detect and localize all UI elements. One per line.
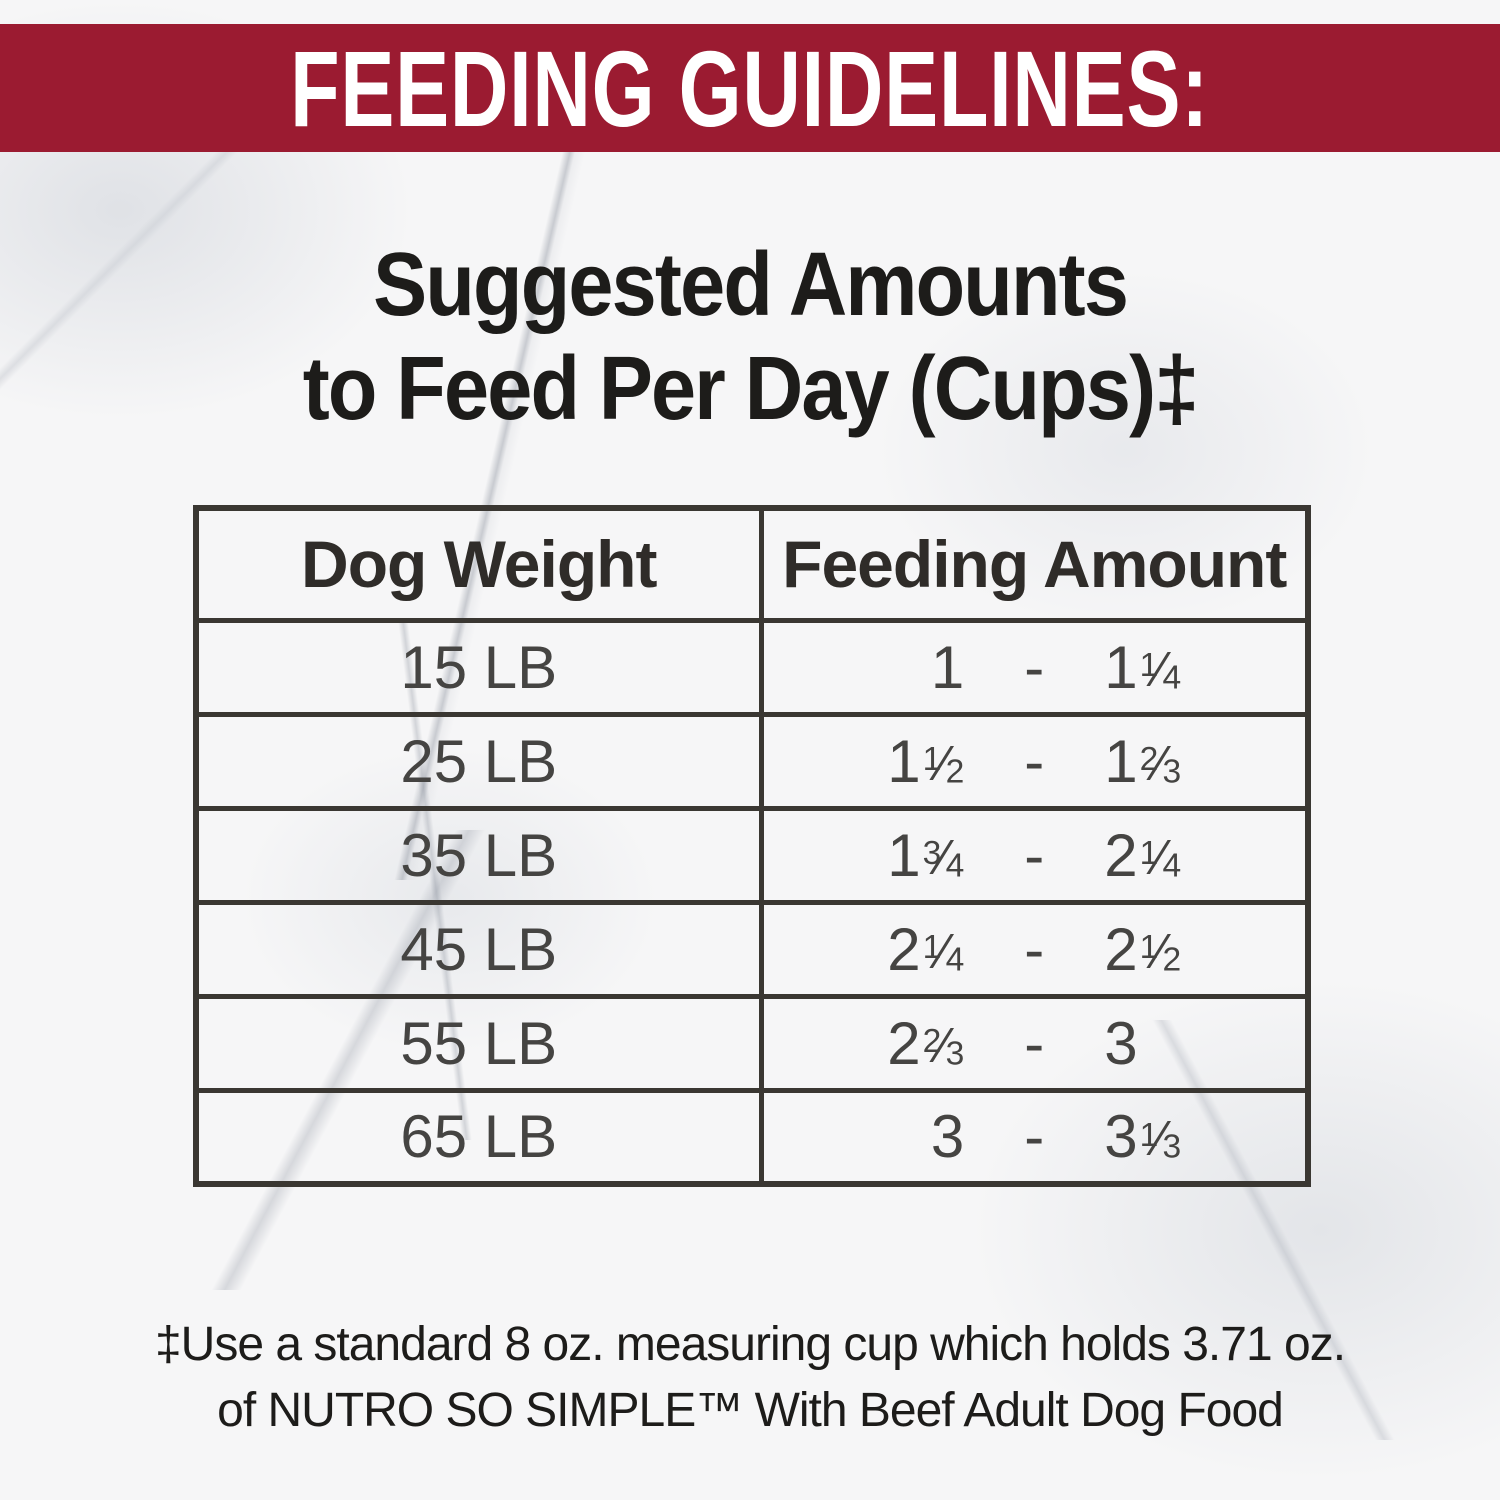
fraction: 1⁄4 (1139, 829, 1182, 885)
range-separator: - (1024, 915, 1045, 983)
table-row: 45 LB 21⁄4-21⁄2 (193, 899, 1311, 999)
feeding-amount-cell: 21⁄4-21⁄2 (758, 899, 1311, 999)
feeding-amount-cell: 22⁄3-3 (758, 993, 1311, 1093)
feeding-amount-cell: 1-11⁄4 (758, 617, 1311, 717)
amount-max: 21⁄4 (1104, 821, 1182, 889)
fraction: 2⁄3 (1139, 735, 1182, 791)
amount-max: 11⁄4 (1104, 633, 1182, 701)
banner-title: FEEDING GUIDELINES: (290, 27, 1210, 149)
title-line-1: Suggested Amounts (373, 235, 1129, 335)
amount-max: 31⁄3 (1104, 1103, 1182, 1171)
dog-weight-cell: 25 LB (193, 711, 764, 811)
table-row: 15 LB 1-11⁄4 (193, 617, 1311, 717)
fraction: 1⁄2 (1139, 923, 1182, 979)
footnote-line-1: ‡Use a standard 8 oz. measuring cup whic… (154, 1318, 1346, 1371)
amount-max: 21⁄2 (1104, 915, 1182, 983)
amount-min: 22⁄3 (887, 1009, 965, 1077)
column-header-feeding-amount: Feeding Amount (758, 505, 1311, 623)
column-header-dog-weight: Dog Weight (193, 505, 764, 623)
table-row: 25 LB 11⁄2-12⁄3 (193, 711, 1311, 811)
fraction: 1⁄4 (1139, 641, 1182, 697)
dog-weight-cell: 15 LB (193, 617, 764, 717)
fraction: 1⁄4 (922, 923, 965, 979)
feeding-amount-cell: 13⁄4-21⁄4 (758, 805, 1311, 905)
fraction: 2⁄3 (922, 1017, 965, 1073)
feeding-amount-cell: 11⁄2-12⁄3 (758, 711, 1311, 811)
header-banner: FEEDING GUIDELINES: (0, 24, 1500, 152)
footnote-line-2: of NUTRO SO SIMPLE™ With Beef Adult Dog … (217, 1384, 1284, 1437)
range-separator: - (1024, 1103, 1045, 1171)
feeding-table: Dog Weight Feeding Amount 15 LB 1-11⁄4 25 … (193, 505, 1311, 1187)
feeding-amount-cell: 3-31⁄3 (758, 1087, 1311, 1187)
amount-min: 1 (930, 633, 965, 701)
fraction: 3⁄4 (922, 829, 965, 885)
amount-max: 3 (1104, 1009, 1138, 1077)
fraction: 1⁄2 (922, 735, 965, 791)
dog-weight-cell: 65 LB (193, 1087, 764, 1187)
range-separator: - (1024, 633, 1045, 701)
amount-min: 21⁄4 (887, 915, 965, 983)
page-title: Suggested Amounts to Feed Per Day (Cups)… (0, 233, 1500, 441)
amount-max: 12⁄3 (1104, 727, 1182, 795)
title-line-2: to Feed Per Day (Cups)‡ (302, 339, 1200, 439)
amount-min: 13⁄4 (887, 821, 965, 889)
table-row: 55 LB 22⁄3-3 (193, 993, 1311, 1093)
fraction: 1⁄3 (1139, 1111, 1182, 1167)
table-header-row: Dog Weight Feeding Amount (193, 505, 1311, 623)
footnote: ‡Use a standard 8 oz. measuring cup whic… (0, 1312, 1500, 1444)
amount-min: 11⁄2 (887, 727, 965, 795)
dog-weight-cell: 55 LB (193, 993, 764, 1093)
dog-weight-cell: 45 LB (193, 899, 764, 999)
dog-weight-cell: 35 LB (193, 805, 764, 905)
amount-min: 3 (930, 1103, 965, 1171)
table-row: 35 LB 13⁄4-21⁄4 (193, 805, 1311, 905)
range-separator: - (1024, 727, 1045, 795)
range-separator: - (1024, 821, 1045, 889)
table-row: 65 LB 3-31⁄3 (193, 1087, 1311, 1187)
range-separator: - (1024, 1009, 1045, 1077)
